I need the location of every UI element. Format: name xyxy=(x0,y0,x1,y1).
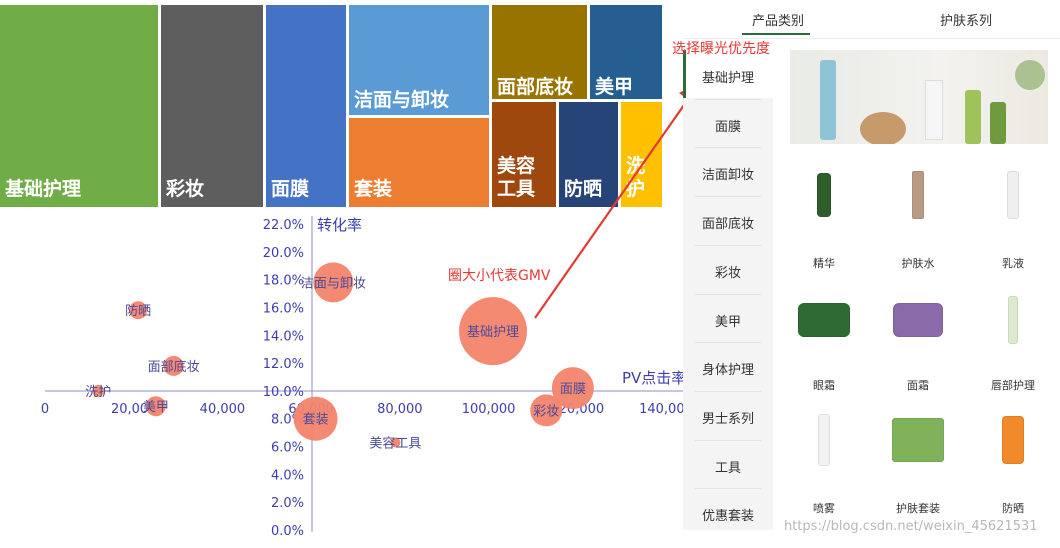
active-tab-indicator xyxy=(742,33,810,35)
bubble[interactable] xyxy=(293,396,338,441)
bubble-label: 洗护 xyxy=(85,385,111,400)
y-tick-label: 4.0% xyxy=(271,468,304,483)
bubble[interactable] xyxy=(163,355,184,376)
product-label[interactable]: 喷雾 xyxy=(813,502,835,515)
category-divider xyxy=(695,488,761,490)
category-active-marker xyxy=(683,50,686,98)
product-label[interactable]: 面霜 xyxy=(907,379,929,392)
category-item[interactable]: 洁面卸妆 xyxy=(701,168,754,184)
category-item[interactable]: 面部底妆 xyxy=(701,217,754,233)
product-image[interactable] xyxy=(817,173,831,217)
x-tick-label: 80,000 xyxy=(377,402,423,417)
header-divider xyxy=(683,38,1060,39)
category-divider xyxy=(695,196,761,198)
x-tick-label: 100,000 xyxy=(462,402,516,417)
product-label[interactable]: 防晒 xyxy=(1002,502,1024,515)
bubble[interactable] xyxy=(390,437,401,448)
category-item[interactable]: 基础护理 xyxy=(701,71,754,86)
treemap-cell: 面膜 xyxy=(266,5,346,207)
y-tick-label: 22.0% xyxy=(263,218,304,233)
bubble-label: 洁面与卸妆 xyxy=(301,275,366,291)
product-image[interactable] xyxy=(1007,171,1019,219)
category-item[interactable]: 面膜 xyxy=(714,119,741,135)
bubble-label: 彩妆 xyxy=(533,404,559,419)
category-sidebar: 基础护理面膜洁面卸妆面部底妆彩妆美甲身体护理男士系列工具优惠套装 xyxy=(683,50,773,530)
y-tick-label: 18.0% xyxy=(263,274,304,289)
treemap-cell: 面部底妆 xyxy=(492,5,587,99)
y-tick-label: 10.0% xyxy=(263,385,304,400)
product-image[interactable] xyxy=(893,303,943,337)
treemap-cell: 洗护 xyxy=(621,102,662,207)
category-divider xyxy=(695,244,761,246)
x-tick-label: 0 xyxy=(41,402,49,417)
product-image[interactable] xyxy=(1002,416,1024,464)
bubble-label: 面部底妆 xyxy=(148,359,200,375)
category-divider xyxy=(695,293,761,295)
product-image[interactable] xyxy=(798,303,850,337)
treemap-cell: 防晒 xyxy=(559,102,618,207)
bubble[interactable] xyxy=(313,262,354,303)
treemap-cell: 美甲 xyxy=(590,5,662,99)
category-divider xyxy=(695,98,761,100)
y-axis-label: 转化率 xyxy=(317,216,362,234)
treemap-cell: 美容工具 xyxy=(492,102,556,207)
bubble[interactable] xyxy=(92,384,105,397)
bubble[interactable] xyxy=(129,301,148,320)
treemap-cell: 套装 xyxy=(349,118,489,207)
category-item[interactable]: 男士系列 xyxy=(701,411,754,427)
y-tick-label: 12.0% xyxy=(263,357,304,372)
bubble[interactable] xyxy=(530,394,563,427)
bubble-label: 防晒 xyxy=(125,303,151,319)
product-label[interactable]: 护肤套装 xyxy=(896,502,940,515)
y-tick-label: 6.0% xyxy=(271,441,304,456)
y-tick-label: 0.0% xyxy=(271,524,304,539)
y-tick-label: 14.0% xyxy=(263,329,304,344)
treemap-cell: 洁面与卸妆 xyxy=(349,5,489,115)
priority-note: 选择曝光优先度 xyxy=(672,41,770,57)
tab-product-category[interactable]: 产品类别 xyxy=(752,14,805,29)
product-label[interactable]: 眼霜 xyxy=(813,379,835,392)
product-label[interactable]: 精华 xyxy=(813,257,835,270)
y-tick-label: 16.0% xyxy=(263,301,304,316)
tab-skincare-series[interactable]: 护肤系列 xyxy=(940,14,993,29)
treemap-cell: 基础护理 xyxy=(0,5,158,207)
x-tick-label: 40,000 xyxy=(200,402,246,417)
bubble[interactable] xyxy=(459,297,528,366)
y-tick-label: 2.0% xyxy=(271,496,304,511)
category-item[interactable]: 美甲 xyxy=(714,314,741,330)
category-item[interactable]: 工具 xyxy=(714,460,741,476)
product-label[interactable]: 乳液 xyxy=(1002,257,1024,270)
bubble-chart: 0.0%2.0%4.0%6.0%8.0%10.0%12.0%14.0%16.0%… xyxy=(41,216,693,539)
bubble[interactable] xyxy=(551,367,594,410)
bubble-label: 套装 xyxy=(303,412,329,428)
bubble-label: 面膜 xyxy=(560,382,586,397)
product-image[interactable] xyxy=(892,418,944,462)
product-image[interactable] xyxy=(1008,296,1018,344)
category-divider xyxy=(695,147,761,149)
bubble-size-note: 圈大小代表GMV xyxy=(448,268,551,284)
y-tick-label: 20.0% xyxy=(263,246,304,261)
bubble[interactable] xyxy=(145,396,166,417)
treemap-cell: 彩妆 xyxy=(161,5,263,207)
category-active-bg xyxy=(683,50,773,98)
product-image[interactable] xyxy=(912,171,924,219)
product-image[interactable] xyxy=(818,414,830,466)
category-item[interactable]: 身体护理 xyxy=(701,363,754,379)
x-tick-label: 140,000 xyxy=(639,402,693,417)
product-label[interactable]: 护肤水 xyxy=(901,257,935,270)
x-tick-label: 20,000 xyxy=(111,402,157,417)
bubble-label: 美甲 xyxy=(143,400,169,415)
watermark: https://blog.csdn.net/weixin_45621531 xyxy=(784,519,1038,534)
category-divider xyxy=(695,439,761,441)
category-item[interactable]: 彩妆 xyxy=(714,265,741,281)
category-item[interactable]: 优惠套装 xyxy=(701,509,754,525)
category-divider xyxy=(695,342,761,344)
bubble-label: 基础护理 xyxy=(467,325,519,340)
bubble-label: 美容工具 xyxy=(369,435,421,451)
x-axis-label: PV点击率 xyxy=(622,369,686,387)
category-divider xyxy=(695,390,761,392)
product-banner xyxy=(790,50,1048,144)
product-label[interactable]: 唇部护理 xyxy=(991,379,1035,392)
